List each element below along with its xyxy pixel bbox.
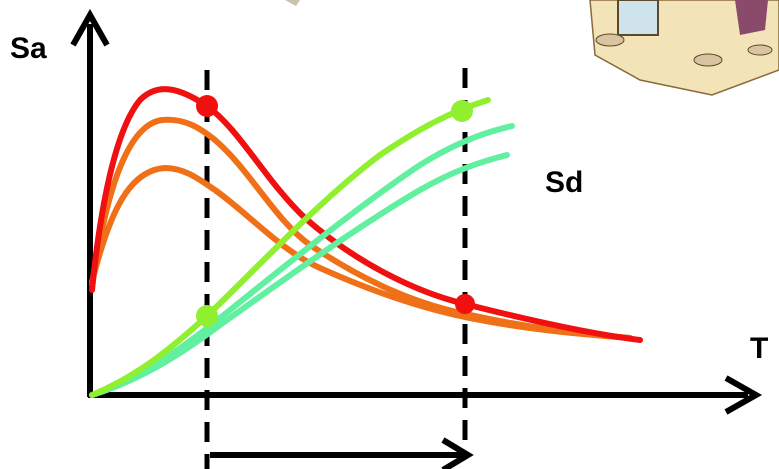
shift-arrow bbox=[210, 440, 468, 469]
building-illustration bbox=[285, 0, 779, 95]
curve-label: Sd bbox=[545, 166, 583, 199]
diagram: Sa Sd T bbox=[0, 0, 779, 469]
displacement-curves bbox=[92, 100, 512, 395]
y-axis-label: Sa bbox=[10, 32, 47, 65]
acceleration-curves bbox=[92, 89, 640, 340]
x-axis-label: T bbox=[750, 332, 768, 365]
